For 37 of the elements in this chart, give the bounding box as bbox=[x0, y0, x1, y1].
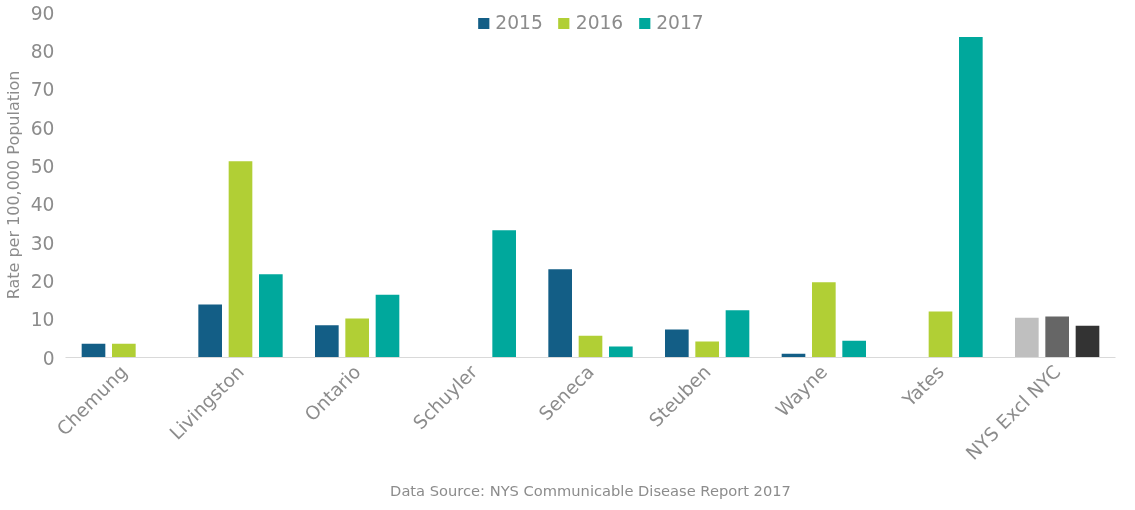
bar bbox=[492, 230, 516, 358]
bar bbox=[345, 318, 369, 358]
bar bbox=[259, 274, 283, 358]
y-tick-label: 80 bbox=[30, 40, 55, 62]
bar bbox=[315, 325, 339, 358]
y-axis-title: Rate per 100,000 Population bbox=[3, 70, 23, 300]
y-tick-label: 90 bbox=[30, 2, 55, 24]
bar bbox=[609, 346, 633, 358]
bar bbox=[1045, 316, 1069, 358]
bar bbox=[812, 282, 836, 358]
bar bbox=[928, 311, 953, 358]
bar bbox=[112, 343, 136, 358]
bar bbox=[1075, 325, 1100, 358]
bar bbox=[228, 161, 253, 358]
bar bbox=[725, 310, 750, 358]
y-tick-label: 40 bbox=[30, 194, 55, 216]
y-tick-label: 0 bbox=[42, 347, 55, 369]
legend-label: 2017 bbox=[656, 12, 704, 33]
bar bbox=[665, 329, 689, 358]
bar bbox=[842, 340, 866, 358]
source-note: Data Source: NYS Communicable Disease Report 2017 bbox=[390, 481, 791, 499]
bar bbox=[548, 269, 572, 358]
bar bbox=[1015, 317, 1039, 358]
y-tick-label: 70 bbox=[30, 79, 55, 101]
y-tick-label: 10 bbox=[30, 309, 55, 331]
bar bbox=[695, 341, 719, 358]
bar bbox=[81, 343, 106, 358]
y-tick-label: 50 bbox=[30, 155, 55, 177]
legend-label: 2016 bbox=[575, 12, 624, 33]
bar bbox=[959, 37, 983, 358]
y-tick-label: 20 bbox=[30, 270, 55, 292]
y-tick-label: 60 bbox=[30, 117, 55, 139]
bar bbox=[375, 294, 400, 358]
y-tick-label: 30 bbox=[30, 232, 55, 254]
bar bbox=[198, 304, 222, 358]
bar bbox=[578, 335, 603, 358]
legend-label: 2015 bbox=[495, 12, 543, 33]
